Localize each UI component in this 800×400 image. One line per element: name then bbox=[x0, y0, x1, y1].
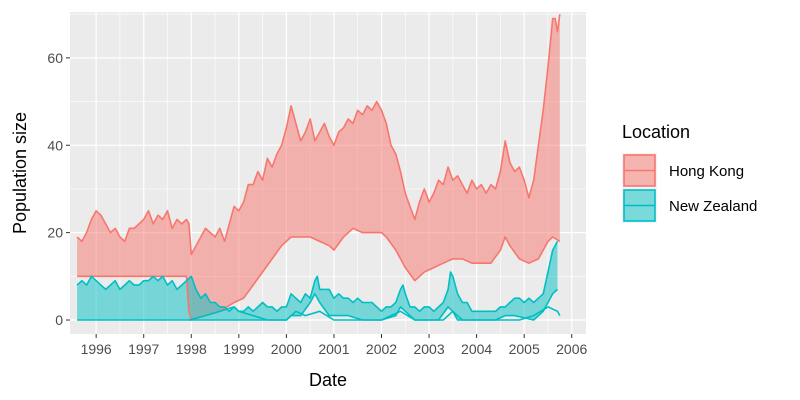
y-tick-label: 20 bbox=[47, 225, 63, 241]
new-zealand-lower-line bbox=[77, 288, 559, 321]
hong-kong-legend-label: Hong Kong bbox=[669, 163, 744, 180]
y-tick-label: 60 bbox=[47, 50, 63, 66]
y-tick-label: 0 bbox=[55, 312, 63, 328]
x-axis-title: Date bbox=[309, 370, 347, 390]
y-axis-title: Population size bbox=[10, 112, 30, 234]
x-tick-label: 2001 bbox=[318, 341, 349, 357]
x-tick-label: 2006 bbox=[556, 341, 587, 357]
y-tick-label: 40 bbox=[47, 137, 63, 153]
legend-title: Location bbox=[622, 122, 690, 142]
x-tick-label: 2003 bbox=[413, 341, 444, 357]
x-tick-label: 1997 bbox=[128, 341, 159, 357]
x-tick-label: 2000 bbox=[271, 341, 302, 357]
new-zealand-legend-label: New Zealand bbox=[669, 198, 757, 215]
hong-kong-lower-line bbox=[77, 227, 561, 321]
hong-kong-upper-line bbox=[76, 14, 561, 256]
y-axis: 0 20 40 60 bbox=[47, 50, 70, 328]
x-tick-label: 1998 bbox=[176, 341, 207, 357]
legend: Location Hong Kong New Zealand bbox=[622, 122, 757, 223]
new-zealand-upper-line bbox=[76, 241, 559, 313]
x-tick-label: 2004 bbox=[461, 341, 492, 357]
x-tick-label: 2002 bbox=[366, 341, 397, 357]
x-tick-label: 2005 bbox=[509, 341, 540, 357]
series-lines bbox=[76, 14, 561, 321]
new-zealand-inner-line bbox=[188, 306, 561, 321]
x-tick-label: 1996 bbox=[81, 341, 112, 357]
x-axis: 1996 1997 1998 1999 2000 2001 2002 2003 2004 2005… bbox=[81, 334, 588, 357]
x-tick-label: 1999 bbox=[223, 341, 254, 357]
